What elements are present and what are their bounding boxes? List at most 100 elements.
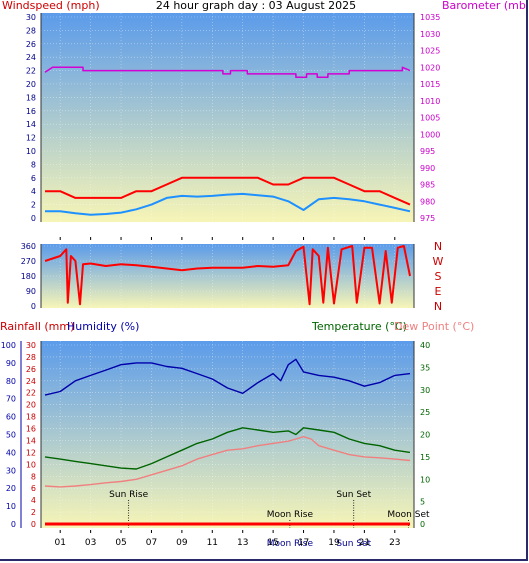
barometer-axis-label: Barometer (mb) bbox=[442, 0, 526, 12]
panel1-plot-bg bbox=[41, 13, 414, 222]
temperature-tick-label: 5 bbox=[420, 498, 425, 507]
series-humidity-line bbox=[44, 358, 411, 396]
direction-tick-label: 180 bbox=[21, 272, 36, 281]
temperature-tick-label: 15 bbox=[420, 453, 430, 462]
panel1-title: 24 hour graph day : 03 August 2025 bbox=[156, 0, 356, 12]
humidity-tick-label: 90 bbox=[6, 359, 16, 368]
direction-tick-label: 360 bbox=[21, 242, 36, 251]
rainfall-tick-label: 24 bbox=[26, 377, 36, 386]
x-tick-label: 15 bbox=[267, 538, 278, 548]
barometer-tick-label: 980 bbox=[420, 197, 435, 206]
compass-label: N bbox=[434, 300, 442, 313]
series-dewpoint-line bbox=[44, 436, 411, 488]
series-windspeed-line bbox=[45, 176, 411, 206]
rainfall-tick-label: 30 bbox=[26, 341, 36, 350]
panel1-series bbox=[44, 66, 411, 216]
x-tick-label: 23 bbox=[389, 538, 400, 548]
series-temperature-line bbox=[44, 427, 411, 470]
humidity-tick-label: 0 bbox=[11, 520, 16, 529]
x-tick-label: 17 bbox=[298, 538, 309, 548]
compass-label: W bbox=[433, 255, 444, 268]
dewpoint-axis-label: Dew Point (°C) bbox=[394, 320, 474, 333]
windspeed-tick-label: 28 bbox=[26, 26, 36, 35]
x-tick-label: 19 bbox=[328, 538, 340, 548]
series-windavg-line bbox=[45, 192, 411, 216]
event-label: Sun Set bbox=[336, 490, 371, 500]
series-winddir-line bbox=[44, 245, 411, 306]
panel2-grid bbox=[41, 244, 414, 308]
temperature-tick-label: 30 bbox=[420, 386, 430, 395]
barometer-tick-label: 985 bbox=[420, 181, 435, 190]
x-tick-label: 09 bbox=[176, 538, 188, 548]
compass-label: S bbox=[435, 270, 442, 283]
windspeed-tick-label: 2 bbox=[31, 201, 36, 210]
windspeed-tick-label: 12 bbox=[26, 134, 36, 143]
rainfall-axis-label: Rainfall (mm) bbox=[0, 320, 74, 333]
windspeed-tick-label: 8 bbox=[31, 160, 36, 169]
x-tick-label: 21 bbox=[359, 538, 370, 548]
temperature-tick-label: 20 bbox=[420, 431, 430, 440]
windspeed-tick-label: 6 bbox=[31, 174, 36, 183]
temperature-tick-label: 40 bbox=[420, 341, 430, 350]
compass-label: E bbox=[435, 285, 442, 298]
rainfall-tick-label: 6 bbox=[31, 484, 36, 493]
rainfall-tick-label: 10 bbox=[26, 460, 36, 469]
humidity-tick-label: 70 bbox=[6, 395, 16, 404]
temperature-tick-label: 25 bbox=[420, 408, 430, 417]
windspeed-tick-label: 18 bbox=[26, 93, 36, 102]
rainfall-tick-label: 4 bbox=[31, 496, 36, 505]
windspeed-tick-label: 30 bbox=[26, 13, 36, 22]
barometer-tick-label: 995 bbox=[420, 147, 435, 156]
windspeed-tick-label: 10 bbox=[26, 147, 36, 156]
barometer-tick-label: 1020 bbox=[420, 63, 440, 72]
temperature-tick-label: 10 bbox=[420, 475, 430, 484]
humidity-tick-label: 100 bbox=[1, 341, 16, 350]
windspeed-tick-label: 20 bbox=[26, 80, 36, 89]
panel3-series bbox=[44, 358, 411, 526]
windspeed-axis-label: Windspeed (mph) bbox=[2, 0, 100, 12]
barometer-tick-label: 1015 bbox=[420, 80, 440, 89]
panel3-hour-ticks: 01 03 05 07 09 11 13 15 17 19 21 23 bbox=[54, 530, 401, 548]
event-axis-label: Sun Set bbox=[336, 539, 371, 549]
compass-label: N bbox=[434, 240, 442, 253]
humidity-axis-label: Humidity (%) bbox=[67, 320, 139, 333]
panel2-direction-ticks: 0 90 180 270 360 bbox=[21, 242, 36, 311]
windspeed-tick-label: 14 bbox=[26, 120, 36, 129]
barometer-tick-label: 1005 bbox=[420, 114, 440, 123]
panel3-temperature-ticks: 0 5 10 15 20 25 30 35 40 bbox=[420, 341, 430, 529]
rainfall-tick-label: 14 bbox=[26, 436, 36, 445]
rainfall-tick-label: 0 bbox=[31, 520, 36, 529]
barometer-tick-label: 1035 bbox=[420, 13, 440, 22]
barometer-tick-label: 1000 bbox=[420, 130, 440, 139]
humidity-tick-label: 20 bbox=[6, 484, 16, 493]
direction-tick-label: 0 bbox=[31, 302, 36, 311]
rainfall-tick-label: 26 bbox=[26, 365, 36, 374]
windspeed-tick-label: 4 bbox=[31, 187, 36, 196]
x-tick-label: 03 bbox=[85, 538, 96, 548]
windspeed-tick-label: 0 bbox=[31, 214, 36, 223]
panel3-humidity-ticks: 0 10 20 30 40 50 60 70 80 90 100 bbox=[1, 341, 16, 529]
event-axis-label: Moon Rise bbox=[267, 539, 314, 549]
direction-tick-label: 270 bbox=[21, 257, 36, 266]
direction-tick-label: 90 bbox=[26, 287, 36, 296]
windspeed-tick-label: 16 bbox=[26, 107, 36, 116]
barometer-tick-label: 990 bbox=[420, 164, 435, 173]
x-tick-label: 07 bbox=[146, 538, 157, 548]
x-tick-label: 01 bbox=[54, 538, 65, 548]
barometer-tick-label: 1010 bbox=[420, 97, 440, 106]
rainfall-tick-label: 20 bbox=[26, 401, 36, 410]
rainfall-tick-label: 16 bbox=[26, 425, 36, 434]
temperature-tick-label: 35 bbox=[420, 363, 430, 372]
windspeed-tick-label: 26 bbox=[26, 40, 36, 49]
humidity-tick-label: 10 bbox=[6, 502, 16, 511]
humidity-tick-label: 80 bbox=[6, 377, 16, 386]
barometer-tick-label: 1030 bbox=[420, 30, 440, 39]
x-tick-label: 05 bbox=[115, 538, 126, 548]
humidity-tick-label: 50 bbox=[6, 431, 16, 440]
windspeed-tick-label: 24 bbox=[26, 53, 36, 62]
temperature-axis-label: Temperature (°C) bbox=[311, 320, 407, 333]
